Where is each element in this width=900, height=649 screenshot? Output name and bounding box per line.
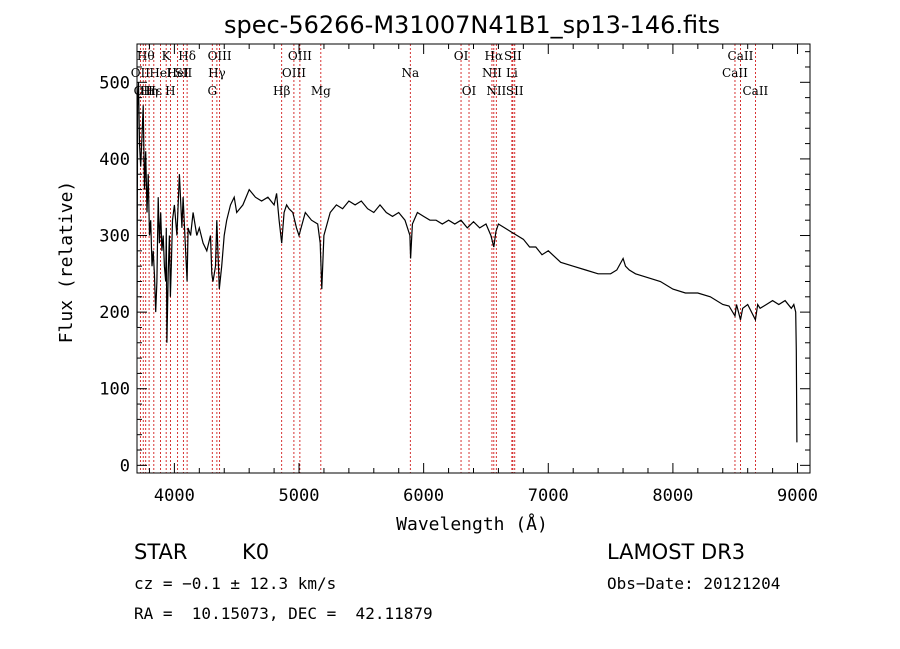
line-markers [139,44,756,473]
survey-name: LAMOST DR3 [607,540,746,564]
line-label: Na [401,66,419,80]
line-label: Hε [145,84,162,98]
line-label: Hη [140,84,158,98]
line-label: Hδ [178,49,196,63]
line-label: SII [175,66,193,80]
redshift-cz: cz = −0.1 ± 12.3 km/s [134,574,337,593]
line-label: Hα [485,49,504,63]
line-label: CaII [722,66,748,80]
x-tick-label: 5000 [279,486,320,506]
line-label: OI [454,49,469,63]
line-label: Li [506,66,518,80]
line-label: SII [506,84,524,98]
line-label: K [162,49,172,63]
line-label: OIII [282,66,306,80]
object-subclass: K0 [242,540,270,564]
coordinates: RA = 10.15073, DEC = 42.11879 [134,604,433,623]
chart-title: spec-56266-M31007N41B1_sp13-146.fits [224,11,720,39]
line-label: OI [462,84,477,98]
object-class: STAR [134,540,188,564]
line-label: SII [504,49,522,63]
line-label: G [207,84,217,98]
line-label: HeI [166,66,189,80]
x-tick-label: 6000 [403,486,444,506]
x-axis-label: Wavelength (Å) [396,513,548,535]
line-label: Mg [311,84,331,98]
line-labels: OIIOIIHθHηHεHeIKHHeISIIHδGHγOIIIHβOIIIOI… [131,49,769,98]
x-tick-label: 8000 [652,486,693,506]
line-label: Hθ [137,49,155,63]
y-tick-label: 300 [99,227,130,247]
x-tick-label: 7000 [528,486,569,506]
line-label: OIII [208,49,232,63]
plot-frame [136,43,811,474]
x-tick-label: 9000 [777,486,818,506]
line-label: H [165,84,175,98]
flux-series-line [136,82,798,443]
line-label: HeI [149,66,172,80]
line-label: OIII [288,49,312,63]
y-axis-label: Flux (relative) [56,181,77,344]
line-label: NII [486,84,506,98]
x-tick-label: 4000 [154,486,195,506]
line-label: CaII [728,49,754,63]
line-label: NII [482,66,502,80]
y-tick-label: 0 [120,456,130,476]
observation-date: Obs−Date: 20121204 [607,574,781,593]
line-label: Hγ [208,66,226,80]
line-label: Hβ [273,84,290,98]
axis-ticks: 4000 5000 6000 7000 8000 9000 0 100 200 300 400 500 [99,44,818,506]
y-tick-label: 100 [99,380,130,400]
y-tick-label: 500 [99,73,130,93]
y-tick-label: 200 [99,303,130,323]
y-tick-label: 400 [99,150,130,170]
spectrum-chart: spec-56266-M31007N41B1_sp13-146.fits OII… [56,11,818,535]
line-label: CaII [742,84,768,98]
line-label: OII [131,66,151,80]
